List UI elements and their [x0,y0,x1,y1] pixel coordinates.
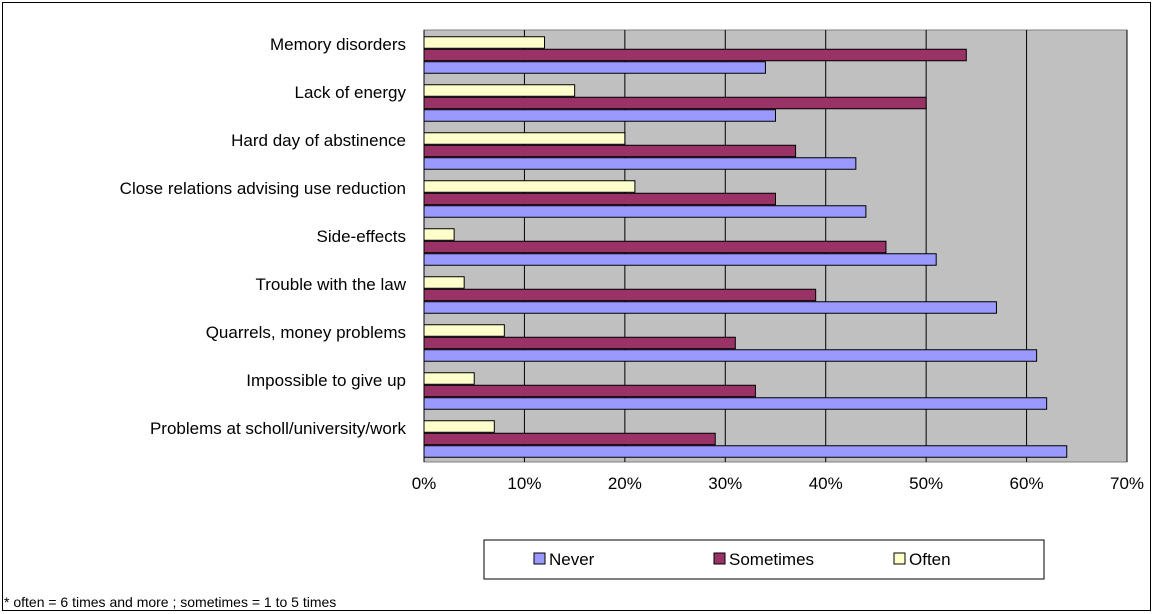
x-axis: 0% 10% 20% 30% 40% 50% 60% 70% [412,474,1144,493]
category-label: Close relations advising use reduction [120,179,406,198]
bar-often [423,276,465,289]
bars [423,36,1068,458]
bar-never [423,205,867,218]
bar-often [423,84,576,97]
bar-sometimes [423,144,797,158]
category-label: Lack of energy [294,83,406,102]
x-tick-label: 20% [608,474,642,493]
legend: Never Sometimes Often [483,539,1045,580]
category-label: Trouble with the law [255,275,406,294]
category-label: Side-effects [317,227,406,246]
bar-never [423,301,997,314]
x-tick-label: 50% [909,474,943,493]
legend-label-sometimes: Sometimes [729,550,814,569]
category-label: Problems at scholl/university/work [150,419,407,438]
legend-swatch-often [893,552,906,565]
bar-sometimes [423,192,776,206]
bar-never [423,109,776,122]
bar-often [423,228,455,241]
bar-never [423,397,1048,410]
x-tick-label: 70% [1110,474,1144,493]
bar-often [423,36,546,49]
bar-never [423,253,937,266]
bar-sometimes [423,288,817,302]
bar-never [423,157,857,170]
x-tick-label: 0% [412,474,437,493]
x-tick-label: 30% [708,474,742,493]
bar-often [423,420,495,433]
bar-often [423,324,505,337]
bar-never [423,349,1038,362]
legend-label-often: Often [909,550,951,569]
bar-never [423,445,1068,458]
x-tick-label: 60% [1010,474,1044,493]
category-label: Hard day of abstinence [231,131,406,150]
legend-swatch-never [533,552,546,565]
bar-sometimes [423,240,887,254]
legend-box [483,539,1045,580]
bar-sometimes [423,432,716,446]
footnote: * often = 6 times and more ; sometimes =… [4,594,337,610]
x-tick-label: 10% [507,474,541,493]
bar-often [423,372,475,385]
bar-sometimes [423,48,967,62]
category-label: Impossible to give up [246,371,406,390]
bar-sometimes [423,96,927,110]
category-label: Memory disorders [270,35,406,54]
bar-often [423,132,626,145]
legend-label-never: Never [549,550,595,569]
category-labels: Memory disorders Lack of energy Hard day o… [120,35,407,438]
legend-swatch-sometimes [713,552,726,565]
bar-often [423,180,636,193]
bar-sometimes [423,384,756,398]
bar-sometimes [423,336,736,350]
category-label: Quarrels, money problems [206,323,406,342]
bar-never [423,61,766,74]
x-tick-label: 40% [809,474,843,493]
